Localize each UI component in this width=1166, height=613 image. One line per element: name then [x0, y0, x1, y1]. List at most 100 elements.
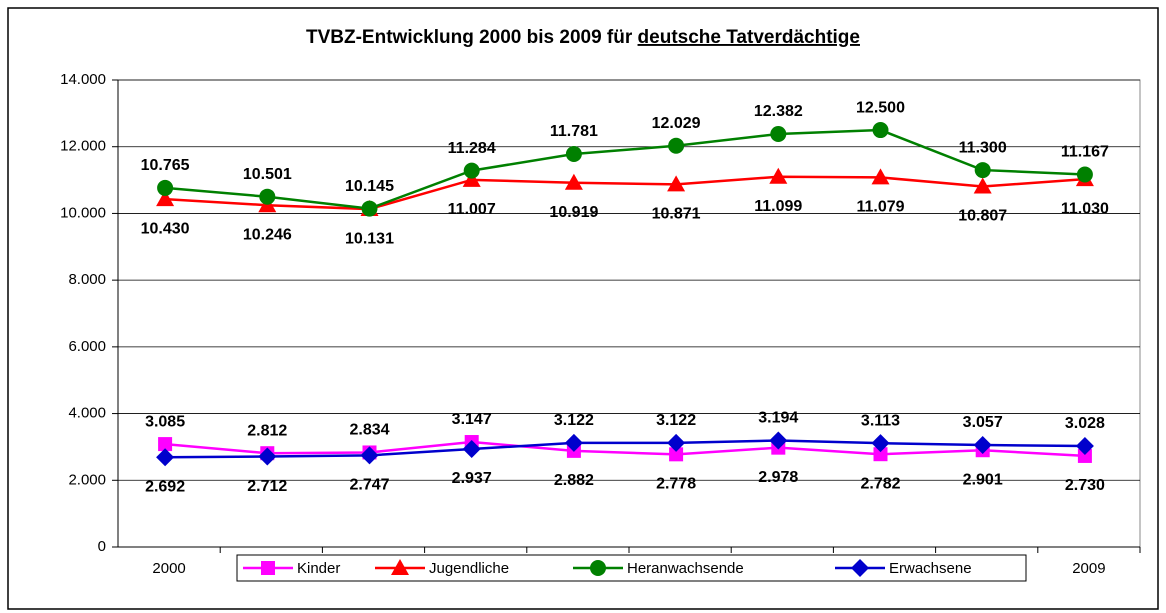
- series-line: [165, 175, 1085, 211]
- marker: [851, 559, 869, 577]
- series-line: [164, 128, 1085, 210]
- value-label: 10.246: [243, 226, 292, 243]
- value-label: 3.028: [1065, 415, 1105, 432]
- title-text: TVBZ-Entwicklung 2000 bis 2009 für: [306, 27, 633, 48]
- marker: [1076, 166, 1093, 183]
- value-label: 10.871: [652, 206, 701, 223]
- marker: [361, 200, 378, 217]
- marker: [769, 167, 788, 184]
- marker: [156, 448, 175, 467]
- marker: [462, 440, 481, 459]
- value-label: 12.500: [856, 99, 905, 116]
- value-label: 2.901: [963, 471, 1003, 488]
- value-label: 2.730: [1065, 477, 1105, 494]
- value-label: 2.882: [554, 472, 594, 489]
- marker: [1077, 448, 1092, 463]
- marker: [871, 168, 890, 185]
- series-line: [165, 439, 1085, 459]
- marker: [667, 175, 686, 192]
- x-tick-label: 2000: [152, 560, 185, 577]
- value-label: 3.122: [554, 412, 594, 429]
- value-label: 2.778: [656, 476, 696, 493]
- y-tick-label: 14.000: [60, 71, 106, 88]
- value-label: 10.807: [958, 208, 1007, 225]
- value-label: 2.747: [349, 477, 389, 494]
- marker: [158, 437, 173, 452]
- value-label: 11.007: [448, 201, 496, 218]
- legend-label: Erwachsene: [889, 560, 972, 577]
- marker: [564, 433, 583, 452]
- y-tick-label: 8.000: [68, 271, 106, 288]
- value-label: 3.057: [963, 414, 1003, 431]
- marker: [1075, 436, 1094, 455]
- value-label: 10.430: [141, 220, 190, 237]
- value-label: 2.978: [758, 469, 798, 486]
- y-tick-label: 4.000: [68, 405, 106, 422]
- marker: [156, 190, 175, 207]
- value-label: 2.834: [349, 422, 389, 439]
- value-label: 10.145: [345, 178, 394, 195]
- marker: [391, 559, 409, 575]
- marker: [258, 447, 277, 466]
- value-label: 10.919: [549, 204, 598, 221]
- value-label: 12.382: [754, 103, 803, 120]
- marker: [668, 137, 685, 154]
- value-label: 12.029: [652, 115, 701, 132]
- value-label: 2.692: [145, 478, 185, 495]
- marker: [157, 179, 174, 196]
- legend-label: Heranwachsende: [627, 560, 744, 577]
- marker: [360, 446, 379, 465]
- marker: [769, 431, 788, 450]
- marker: [590, 560, 606, 576]
- value-label: 2.937: [452, 470, 492, 487]
- marker: [974, 162, 991, 179]
- marker: [973, 436, 992, 455]
- value-label: 11.099: [754, 198, 802, 215]
- x-tick-label: 2009: [1072, 560, 1105, 577]
- value-label: 11.781: [550, 123, 598, 140]
- marker: [463, 162, 480, 179]
- value-label: 11.079: [856, 199, 904, 216]
- marker: [669, 447, 684, 462]
- value-label: 11.300: [959, 139, 1007, 156]
- marker: [873, 447, 888, 462]
- y-tick-label: 6.000: [68, 338, 106, 355]
- marker: [872, 122, 889, 139]
- value-label: 2.712: [247, 478, 287, 495]
- marker: [770, 125, 787, 142]
- marker: [261, 561, 275, 575]
- marker: [871, 434, 890, 453]
- marker: [259, 188, 276, 205]
- y-tick-label: 0: [98, 538, 106, 555]
- legend-label: Jugendliche: [429, 560, 509, 577]
- value-label: 2.812: [247, 422, 287, 439]
- legend: Kinder Jugendliche Heranwachsende Erwachsen…: [236, 554, 1027, 582]
- legend-box: [236, 554, 1027, 582]
- value-label: 3.113: [861, 412, 900, 429]
- legend-label: Kinder: [297, 560, 340, 577]
- chart-title: TVBZ-Entwicklung 2000 bis 2009 für deuts…: [306, 27, 860, 48]
- marker: [973, 177, 992, 194]
- value-label: 3.194: [758, 410, 798, 427]
- value-label: 11.284: [448, 140, 496, 157]
- value-label: 3.122: [656, 412, 696, 429]
- marker: [462, 170, 481, 187]
- value-label: 10.501: [243, 166, 292, 183]
- value-label: 3.085: [145, 413, 185, 430]
- y-tick-label: 2.000: [68, 471, 106, 488]
- value-label: 11.030: [1061, 200, 1109, 217]
- value-label: 10.131: [345, 230, 394, 247]
- series-line: [164, 440, 1085, 458]
- marker: [564, 173, 583, 190]
- plot-area: [117, 79, 1141, 548]
- title-underlined: deutsche Tatverdächtige: [638, 27, 860, 48]
- value-label: 3.147: [452, 411, 492, 428]
- marker: [667, 433, 686, 452]
- y-tick-label: 10.000: [60, 204, 106, 221]
- y-tick-label: 12.000: [60, 138, 106, 155]
- value-label: 10.765: [141, 157, 190, 174]
- value-label: 11.167: [1061, 144, 1109, 161]
- marker: [565, 146, 582, 163]
- value-label: 2.782: [860, 475, 900, 492]
